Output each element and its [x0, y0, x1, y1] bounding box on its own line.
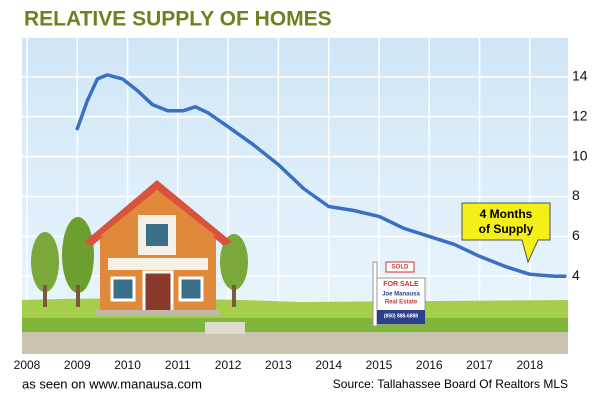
caption: as seen on www.manausa.com: [22, 376, 202, 391]
callout: [461, 202, 551, 264]
y-tick-label: 6: [572, 227, 580, 243]
x-tick-label: 2013: [265, 358, 292, 372]
porch-beam: [108, 258, 208, 270]
y-tick-label: 8: [572, 187, 580, 203]
tree: [31, 232, 59, 292]
tree-trunk: [76, 285, 80, 307]
y-tick-label: 12: [572, 107, 588, 123]
x-tick-label: 2011: [165, 358, 191, 372]
window: [178, 276, 204, 302]
x-tick-label: 2012: [215, 358, 242, 372]
x-tick-label: 2015: [366, 358, 393, 372]
tree-trunk: [43, 285, 47, 307]
x-tick-label: 2010: [114, 358, 141, 372]
annotation: of Supply: [479, 222, 534, 236]
gable: [100, 190, 216, 236]
x-tick-label: 2009: [64, 358, 91, 372]
sign-band: [377, 310, 425, 324]
x-tick-label: 2017: [466, 358, 493, 372]
roof: [84, 180, 232, 246]
y-tick-label: 10: [572, 147, 588, 163]
y-tick-label: 14: [572, 68, 588, 84]
illustration: [22, 180, 568, 354]
source: Source: Tallahassee Board Of Realtors ML…: [333, 377, 568, 391]
x-tick-label: 2016: [416, 358, 443, 372]
tree: [220, 234, 248, 290]
sign-text: Real Estate: [385, 300, 418, 306]
sign-post: [372, 261, 378, 327]
window: [146, 224, 168, 246]
x-tick-label: 2014: [315, 358, 342, 372]
foundation: [96, 310, 220, 316]
door: [142, 270, 174, 314]
sign-text: Joe Manausa: [382, 292, 420, 298]
sign-text: SOLD FOR SALE Joe Manausa Real Estate (850) …: [382, 265, 420, 320]
path: [205, 322, 245, 334]
annotation: 4 Months: [480, 207, 533, 221]
sign-text: (850) 888-6888: [384, 313, 418, 319]
grass-strip: [22, 318, 568, 332]
road: [22, 332, 568, 354]
y-tick-label: 4: [572, 267, 580, 283]
plot: [75, 73, 567, 279]
sold-rider: [385, 261, 415, 273]
tree: [62, 217, 94, 293]
sign-text: SOLD: [392, 265, 409, 271]
tree-trunk: [232, 285, 236, 307]
sign-text: FOR SALE: [383, 281, 419, 288]
line: [75, 73, 567, 279]
x-tick-label: 2008: [14, 358, 41, 372]
window: [110, 276, 136, 302]
x-tick-label: 2018: [516, 358, 543, 372]
chart-title: RELATIVE SUPPLY OF HOMES: [24, 8, 332, 31]
